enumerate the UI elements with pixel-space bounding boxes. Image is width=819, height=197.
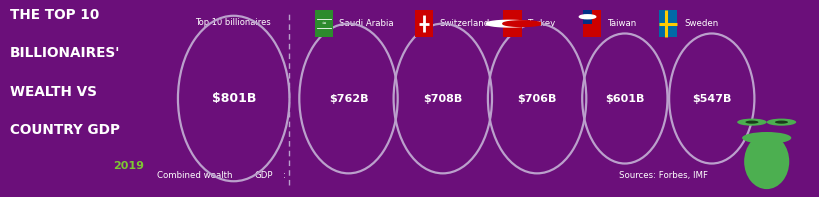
Polygon shape xyxy=(502,21,540,26)
Circle shape xyxy=(578,15,595,19)
FancyBboxPatch shape xyxy=(582,10,600,37)
Text: WEALTH VS: WEALTH VS xyxy=(10,85,97,99)
Text: $706B: $706B xyxy=(517,94,556,103)
Text: Switzerland: Switzerland xyxy=(439,19,489,28)
Text: Combined wealth: Combined wealth xyxy=(157,171,233,180)
Text: Taiwan: Taiwan xyxy=(607,19,636,28)
Text: THE TOP 10: THE TOP 10 xyxy=(10,8,99,22)
Text: :: : xyxy=(283,171,286,180)
Text: Saudi Arabia: Saudi Arabia xyxy=(339,19,394,28)
Polygon shape xyxy=(486,20,530,27)
FancyBboxPatch shape xyxy=(582,10,591,24)
Text: $762B: $762B xyxy=(328,94,368,103)
Circle shape xyxy=(741,132,790,144)
Text: Turkey: Turkey xyxy=(527,19,555,28)
Text: $708B: $708B xyxy=(423,94,462,103)
Text: Sweden: Sweden xyxy=(683,19,717,28)
Text: $547B: $547B xyxy=(691,94,731,103)
FancyBboxPatch shape xyxy=(414,10,432,37)
Text: 2019: 2019 xyxy=(113,161,144,171)
Text: ≈: ≈ xyxy=(321,21,326,26)
Circle shape xyxy=(744,121,758,124)
FancyBboxPatch shape xyxy=(314,10,333,37)
Text: Sources: Forbes, IMF: Sources: Forbes, IMF xyxy=(618,171,708,180)
Ellipse shape xyxy=(744,134,788,189)
Text: $801B: $801B xyxy=(211,92,256,105)
FancyBboxPatch shape xyxy=(658,10,676,37)
Text: $601B: $601B xyxy=(604,94,644,103)
Text: BILLIONAIRES': BILLIONAIRES' xyxy=(10,46,120,60)
Circle shape xyxy=(766,119,795,126)
Text: COUNTRY GDP: COUNTRY GDP xyxy=(10,123,120,137)
Circle shape xyxy=(736,119,766,126)
Text: GDP: GDP xyxy=(255,171,273,180)
Circle shape xyxy=(774,121,787,124)
Text: Top 10 billionaires: Top 10 billionaires xyxy=(195,18,270,27)
FancyBboxPatch shape xyxy=(503,10,521,37)
